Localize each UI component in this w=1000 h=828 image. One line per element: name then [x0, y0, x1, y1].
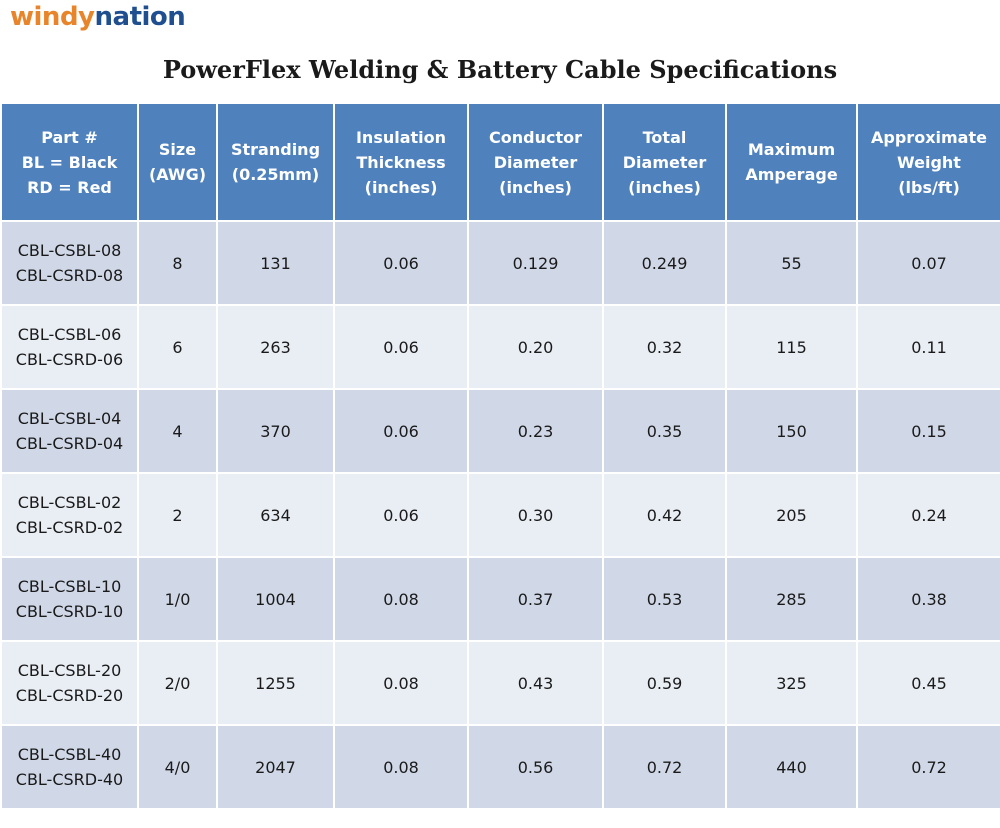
table-cell: 150 — [725, 388, 858, 474]
table-cell: 2047 — [216, 724, 335, 810]
table-cell: 0.07 — [856, 220, 1000, 306]
table-cell: 0.30 — [467, 472, 604, 558]
table-row: CBL-CSBL-20 CBL-CSRD-20 2/0 1255 0.08 0.43 0.… — [0, 640, 1000, 726]
table-cell: 2 — [137, 472, 218, 558]
table-cell: 0.43 — [467, 640, 604, 726]
table-cell: 1/0 — [137, 556, 218, 642]
table-cell: 0.72 — [856, 724, 1000, 810]
table-cell: 0.08 — [333, 640, 469, 726]
table-cell: 263 — [216, 304, 335, 390]
table-cell: 131 — [216, 220, 335, 306]
table-header-row: Part # BL = Black RD = Red Size (AWG) Stra… — [0, 102, 1000, 222]
table-cell: 1004 — [216, 556, 335, 642]
table-cell: 0.56 — [467, 724, 604, 810]
table-cell: 4 — [137, 388, 218, 474]
logo-part-nation: nation — [94, 2, 186, 32]
page-title: PowerFlex Welding & Battery Cable Specif… — [162, 55, 838, 84]
table-cell: 440 — [725, 724, 858, 810]
table-cell: 8 — [137, 220, 218, 306]
part-number-cell: CBL-CSBL-08 CBL-CSRD-08 — [0, 220, 139, 306]
table-cell: 0.08 — [333, 556, 469, 642]
table-cell: 0.45 — [856, 640, 1000, 726]
table-cell: 4/0 — [137, 724, 218, 810]
table-row: CBL-CSBL-40 CBL-CSRD-40 4/0 2047 0.08 0.56 0.… — [0, 724, 1000, 810]
table-cell: 1255 — [216, 640, 335, 726]
table-cell: 0.15 — [856, 388, 1000, 474]
column-header: Stranding (0.25mm) — [216, 102, 335, 222]
table-cell: 0.249 — [602, 220, 727, 306]
table-body: CBL-CSBL-08 CBL-CSRD-08 8 131 0.06 0.129 0.24… — [0, 220, 1000, 810]
table-cell: 6 — [137, 304, 218, 390]
table-cell: 0.08 — [333, 724, 469, 810]
table-row: CBL-CSBL-04 CBL-CSRD-04 4 370 0.06 0.23 0.35 1… — [0, 388, 1000, 474]
column-header: Part # BL = Black RD = Red — [0, 102, 139, 222]
table-cell: 0.20 — [467, 304, 604, 390]
part-number-cell: CBL-CSBL-40 CBL-CSRD-40 — [0, 724, 139, 810]
column-header: Conductor Diameter (inches) — [467, 102, 604, 222]
table-cell: 55 — [725, 220, 858, 306]
table-cell: 370 — [216, 388, 335, 474]
table-cell: 0.53 — [602, 556, 727, 642]
table-cell: 0.06 — [333, 388, 469, 474]
table-cell: 0.06 — [333, 304, 469, 390]
table-cell: 0.35 — [602, 388, 727, 474]
table-row: CBL-CSBL-06 CBL-CSRD-06 6 263 0.06 0.20 0.32 1… — [0, 304, 1000, 390]
part-number-cell: CBL-CSBL-04 CBL-CSRD-04 — [0, 388, 139, 474]
table-cell: 2/0 — [137, 640, 218, 726]
table-cell: 0.24 — [856, 472, 1000, 558]
table-row: CBL-CSBL-10 CBL-CSRD-10 1/0 1004 0.08 0.37 0.… — [0, 556, 1000, 642]
table-cell: 0.23 — [467, 388, 604, 474]
table-cell: 0.37 — [467, 556, 604, 642]
table-cell: 285 — [725, 556, 858, 642]
table-cell: 0.72 — [602, 724, 727, 810]
column-header: Maximum Amperage — [725, 102, 858, 222]
table-cell: 0.32 — [602, 304, 727, 390]
column-header: Insulation Thickness (inches) — [333, 102, 469, 222]
table-cell: 0.11 — [856, 304, 1000, 390]
table-cell: 0.59 — [602, 640, 727, 726]
part-number-cell: CBL-CSBL-20 CBL-CSRD-20 — [0, 640, 139, 726]
table-cell: 115 — [725, 304, 858, 390]
column-header: Total Diameter (inches) — [602, 102, 727, 222]
cable-specs-table: Part # BL = Black RD = Red Size (AWG) Stra… — [0, 102, 1000, 810]
table-cell: 205 — [725, 472, 858, 558]
table-row: CBL-CSBL-02 CBL-CSRD-02 2 634 0.06 0.30 0.42 2… — [0, 472, 1000, 558]
brand-logo: windynation — [10, 0, 186, 34]
table-cell: 0.42 — [602, 472, 727, 558]
part-number-cell: CBL-CSBL-06 CBL-CSRD-06 — [0, 304, 139, 390]
table-cell: 0.38 — [856, 556, 1000, 642]
part-number-cell: CBL-CSBL-02 CBL-CSRD-02 — [0, 472, 139, 558]
table-cell: 325 — [725, 640, 858, 726]
table-cell: 0.06 — [333, 220, 469, 306]
table-row: CBL-CSBL-08 CBL-CSRD-08 8 131 0.06 0.129 0.24… — [0, 220, 1000, 306]
column-header: Size (AWG) — [137, 102, 218, 222]
part-number-cell: CBL-CSBL-10 CBL-CSRD-10 — [0, 556, 139, 642]
column-header: Approximate Weight (lbs/ft) — [856, 102, 1000, 222]
table-cell: 0.129 — [467, 220, 604, 306]
logo-part-windy: windy — [10, 2, 95, 32]
table-cell: 0.06 — [333, 472, 469, 558]
table-cell: 634 — [216, 472, 335, 558]
